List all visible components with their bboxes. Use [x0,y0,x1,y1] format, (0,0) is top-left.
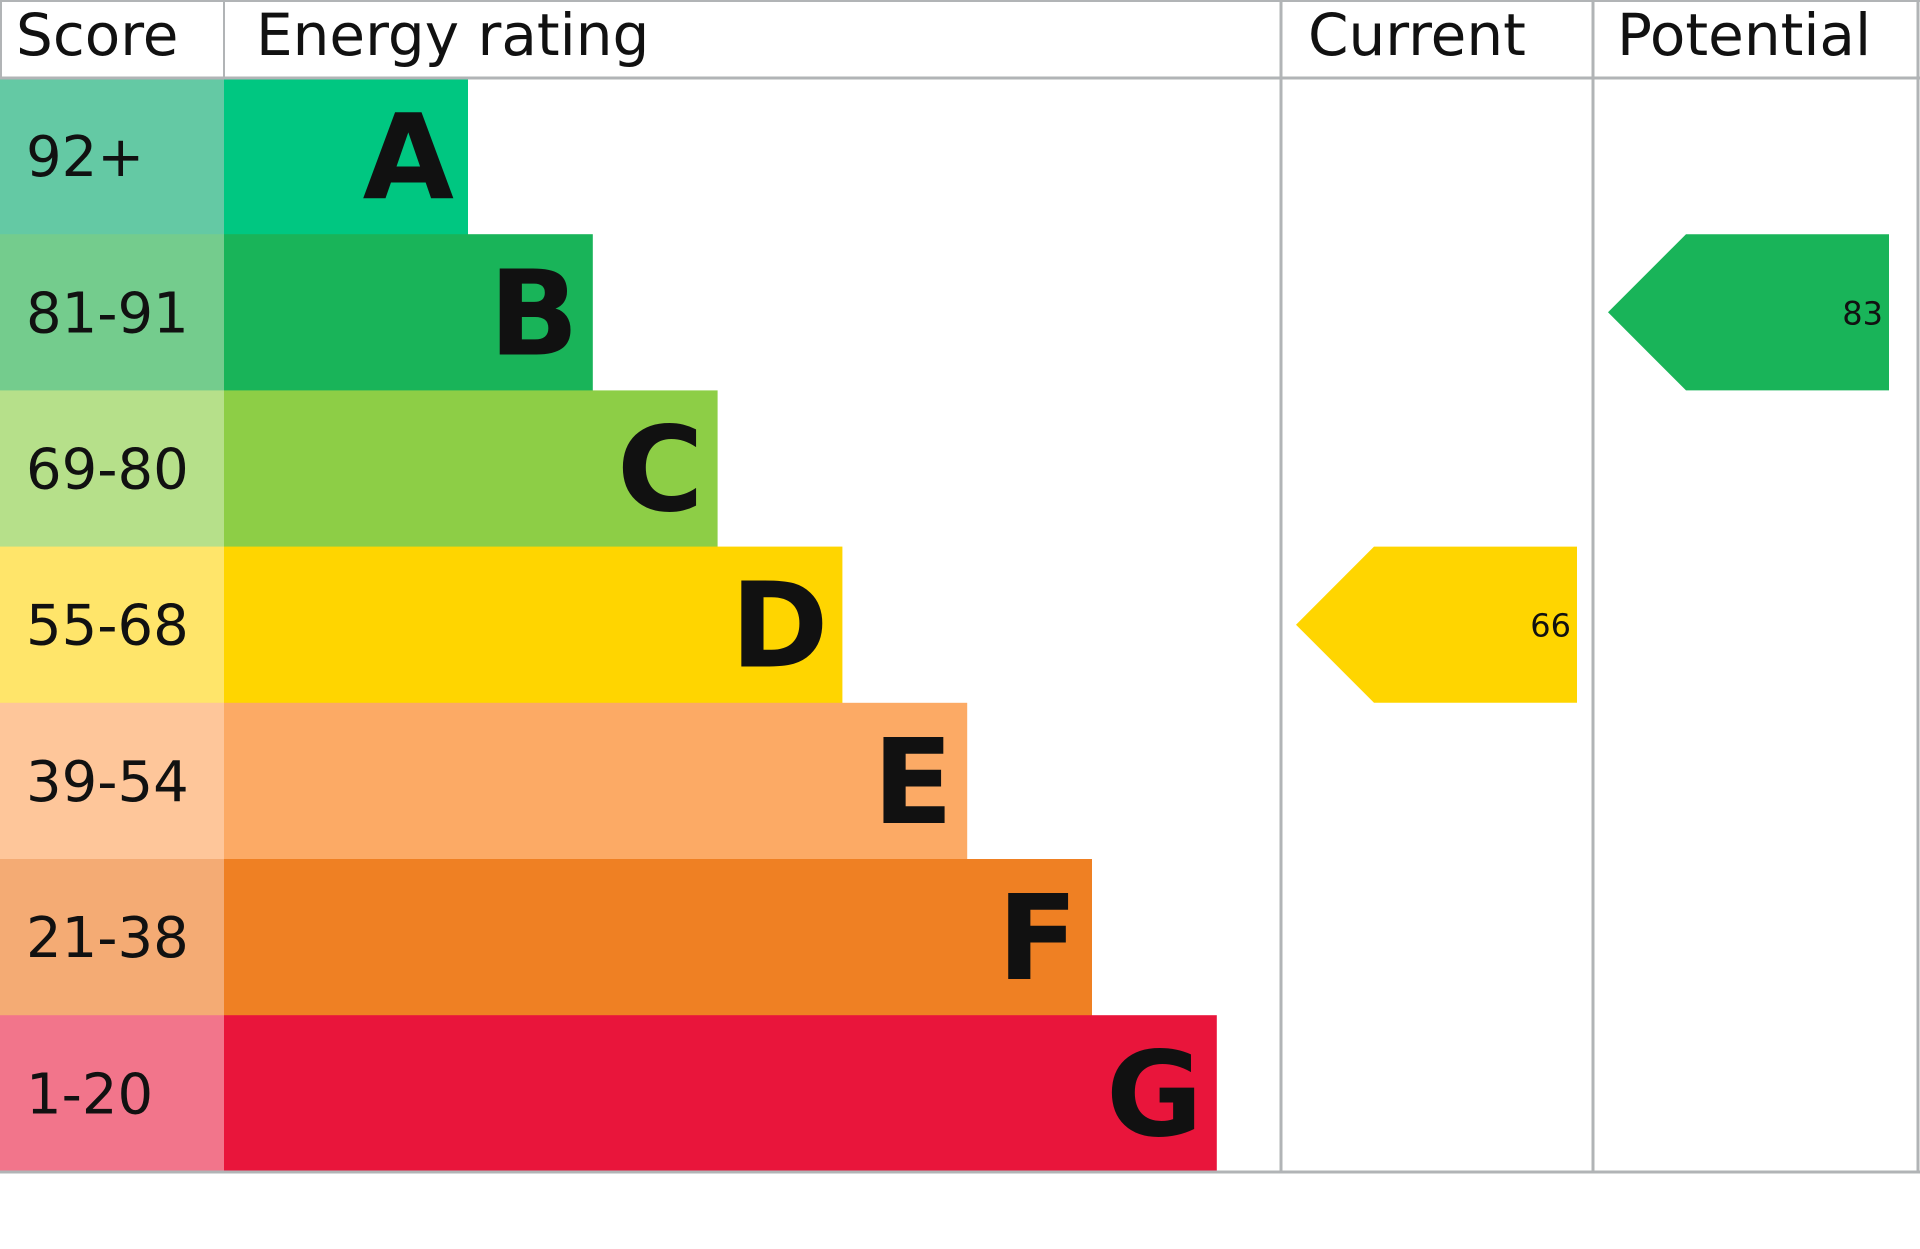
rating-bar-f [224,859,1092,1016]
score-cell-g [0,1015,224,1172]
potential-arrow [1608,234,1889,391]
potential-value: 83 [1842,294,1883,332]
rating-bar-c [224,390,718,548]
score-label-f: 21-38 [26,906,189,971]
rating-bar-a [224,78,468,235]
rating-letter-c: C [617,401,704,539]
grid-lines [0,0,1920,1174]
rating-bar-b [224,234,593,391]
score-label-b: 81-91 [26,281,189,346]
header-energy-rating: Energy rating [256,1,649,69]
score-cell-f [0,859,224,1016]
rating-bar-d [224,546,843,704]
header-current: Current [1308,1,1526,69]
rating-letter-g: G [1106,1025,1203,1163]
score-cell-b [0,234,224,391]
rating-letter-b: B [489,244,579,382]
current-arrow [1296,546,1577,703]
score-label-e: 39-54 [26,750,189,815]
score-cell-e [0,702,224,860]
score-label-c: 69-80 [26,438,189,503]
rating-letter-e: E [873,713,954,851]
rating-bar-e [224,702,968,860]
score-cell-c [0,390,224,548]
score-cell-a [0,78,224,235]
rating-letter-f: F [997,869,1078,1007]
current-value: 66 [1530,607,1571,645]
score-label-a: 92+ [26,125,144,190]
header-potential: Potential [1617,1,1871,69]
score-cell-d [0,546,224,704]
rating-letter-d: D [730,557,828,695]
rating-letter-a: A [363,88,454,226]
score-label-d: 55-68 [26,594,189,659]
header-score: Score [16,1,178,69]
score-label-g: 1-20 [26,1062,153,1127]
rating-bar-g [224,1015,1217,1172]
